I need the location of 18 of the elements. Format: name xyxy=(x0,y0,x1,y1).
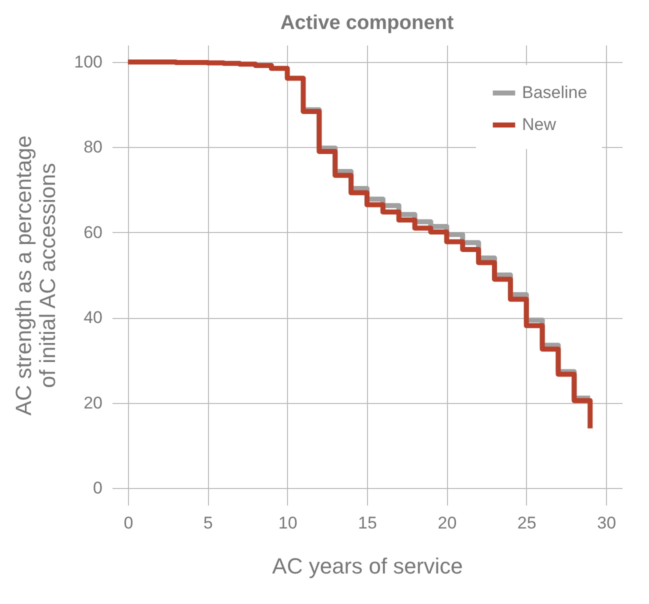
y-axis-title: AC strength as a percentage of initial AC accessions xyxy=(11,135,60,416)
x-tick-label: 25 xyxy=(517,514,536,532)
legend-label: Baseline xyxy=(522,83,588,102)
chart-title: Active component xyxy=(280,12,454,34)
y-tick-label: 40 xyxy=(84,308,102,328)
x-tick-label: 15 xyxy=(358,514,377,532)
x-tick-label: 30 xyxy=(597,514,616,532)
y-tick-label: 80 xyxy=(84,138,102,157)
x-axis-title: AC years of service xyxy=(272,554,463,578)
x-tick-label: 20 xyxy=(438,514,457,532)
legend-label: New xyxy=(522,115,557,134)
y-tick-label: 0 xyxy=(93,478,102,498)
y-tick-label: 60 xyxy=(84,222,102,242)
y-tick-label: 20 xyxy=(84,393,102,412)
x-tick-label: 0 xyxy=(124,514,134,532)
x-tick-label: 5 xyxy=(203,514,213,532)
y-tick-label: 100 xyxy=(74,52,102,72)
x-tick-label: 10 xyxy=(278,514,298,532)
